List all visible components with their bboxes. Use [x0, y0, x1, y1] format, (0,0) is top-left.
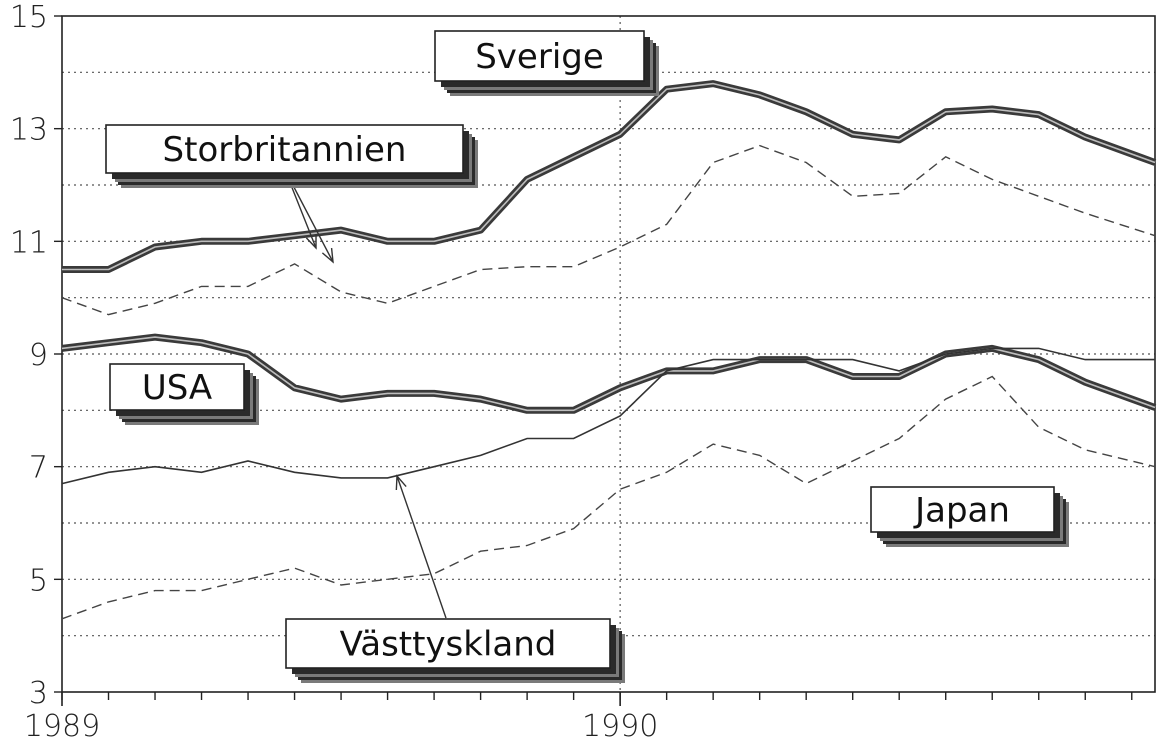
leader-line [396, 475, 447, 619]
y-tick-label: 11 [10, 225, 48, 260]
label-japan-box [870, 486, 1055, 533]
series-storbritannien-line [61, 144, 1156, 316]
label-japan-text: Japan [913, 491, 1010, 531]
label-vsttyskland-box [285, 618, 611, 669]
x-tick-label: 1990 [582, 709, 658, 742]
label-storbritannien-text: Storbritannien [163, 130, 407, 170]
label-usa-box [109, 363, 245, 411]
label-storbritannien-box [105, 124, 464, 174]
label-sverige-text: Sverige [475, 37, 604, 77]
series-japan-line [61, 375, 1156, 620]
series-vsttyskland-line [61, 347, 1155, 485]
series-sverige-line-highlight [62, 82, 1156, 271]
y-tick-label: 3 [29, 676, 48, 711]
axes [54, 15, 1156, 706]
leader-arrowhead [305, 233, 317, 250]
y-tick-label: 7 [29, 451, 48, 486]
y-tick-label: 9 [29, 338, 48, 373]
label-vsttyskland-text: Västtyskland [340, 625, 557, 665]
label-usa-text: USA [142, 368, 212, 408]
series-lines [61, 80, 1157, 620]
leader-arrowhead [321, 248, 334, 264]
y-tick-label: 15 [10, 0, 48, 35]
x-tick-label: 1989 [24, 709, 100, 742]
leader-arrowhead [395, 474, 407, 491]
series-labels: Sverige Storbritannien USA Japan Västtysklan… [105, 30, 1069, 683]
y-tick-label: 5 [29, 563, 48, 598]
label-sverige-box [434, 30, 645, 82]
tick-labels: 3 5 7 9 11 13 15 1989 1990 [10, 0, 659, 742]
y-tick-label: 13 [10, 113, 48, 148]
grid-lines [62, 16, 1155, 692]
